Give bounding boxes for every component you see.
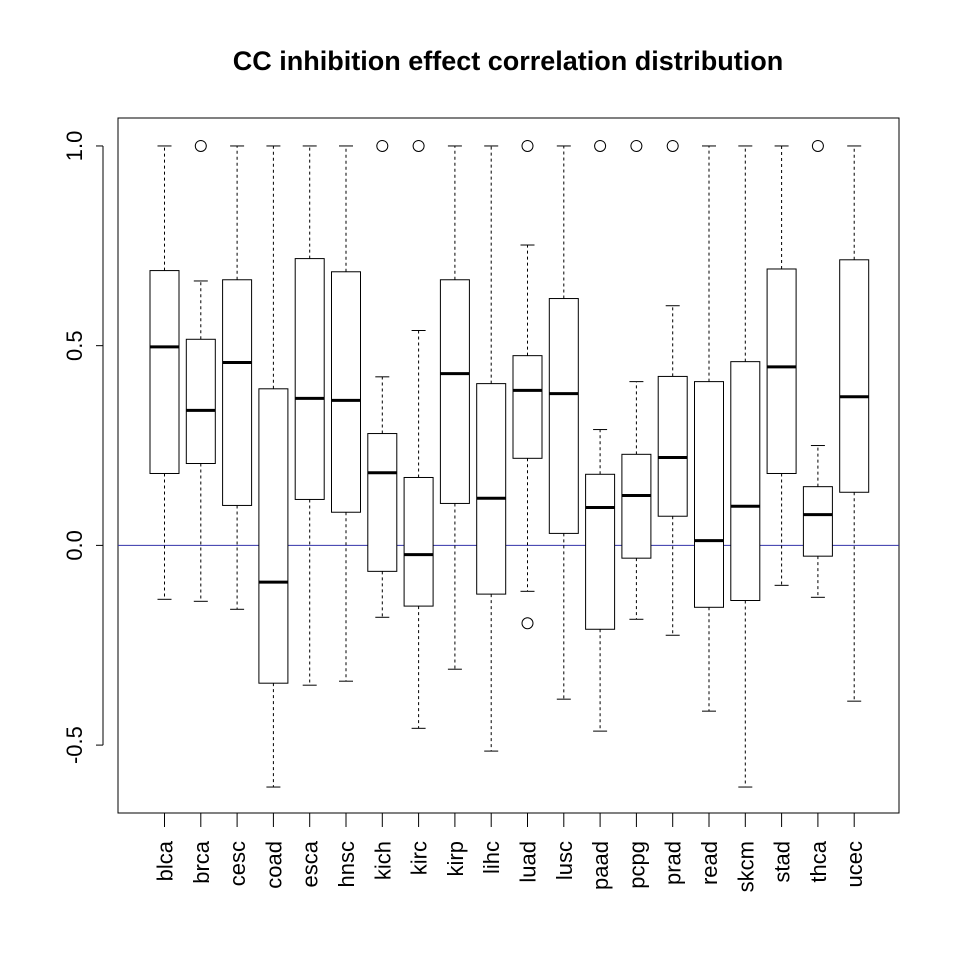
x-tick-label: read bbox=[697, 841, 722, 885]
box-iqr bbox=[331, 271, 361, 513]
x-tick-label: kich bbox=[370, 841, 395, 880]
box-iqr bbox=[149, 270, 180, 474]
box-cesc bbox=[222, 145, 253, 610]
box-blca bbox=[149, 145, 180, 600]
boxes-layer bbox=[149, 139, 870, 788]
box-iqr bbox=[766, 268, 797, 474]
box-pcpg bbox=[621, 139, 652, 620]
outlier-point bbox=[412, 139, 425, 152]
box-iqr bbox=[621, 453, 652, 559]
x-tick-label: kirc bbox=[407, 841, 432, 875]
box-iqr bbox=[185, 338, 216, 465]
box-read bbox=[694, 145, 724, 712]
x-tick-label: luad bbox=[516, 841, 541, 883]
x-tick-label: hnsc bbox=[334, 841, 359, 887]
box-coad bbox=[258, 145, 289, 788]
outlier-point bbox=[194, 139, 207, 152]
box-brca bbox=[185, 139, 216, 602]
x-tick-label: skcm bbox=[733, 841, 758, 892]
x-tick-label: ucec bbox=[842, 841, 867, 887]
outlier-point bbox=[521, 139, 534, 152]
box-skcm bbox=[730, 145, 761, 788]
box-iqr bbox=[512, 355, 543, 459]
x-axis: blca brca cesc coad esca hnsc kich kirc kirp lihc… bbox=[153, 812, 867, 892]
y-tick-label: 0.0 bbox=[62, 530, 87, 561]
box-lihc bbox=[476, 145, 507, 752]
box-kirp bbox=[439, 145, 470, 670]
box-iqr bbox=[657, 375, 688, 517]
box-luad bbox=[512, 139, 543, 630]
y-tick-label: 1.0 bbox=[62, 131, 87, 162]
box-iqr bbox=[802, 486, 833, 557]
box-hnsc bbox=[331, 145, 361, 682]
box-iqr bbox=[585, 473, 616, 630]
x-tick-label: lihc bbox=[479, 841, 504, 874]
box-iqr bbox=[548, 298, 579, 534]
box-lusc bbox=[548, 145, 579, 700]
box-iqr bbox=[222, 279, 253, 506]
y-tick-label: 0.5 bbox=[62, 330, 87, 361]
box-iqr bbox=[258, 388, 289, 684]
outlier-point bbox=[630, 139, 643, 152]
box-iqr bbox=[403, 476, 434, 607]
x-tick-label: lusc bbox=[552, 841, 577, 880]
outlier-point bbox=[666, 139, 679, 152]
x-tick-label: coad bbox=[261, 841, 286, 889]
box-iqr bbox=[294, 258, 325, 500]
box-iqr bbox=[839, 259, 870, 493]
outlier-point bbox=[594, 139, 607, 152]
x-tick-label: kirp bbox=[443, 841, 468, 876]
box-kirc bbox=[403, 139, 434, 729]
box-paad bbox=[585, 139, 616, 732]
box-iqr bbox=[439, 279, 470, 504]
box-iqr bbox=[367, 433, 398, 572]
x-tick-label: paad bbox=[588, 841, 613, 890]
box-iqr bbox=[694, 381, 724, 608]
x-tick-label: pcpg bbox=[624, 841, 649, 889]
x-tick-label: brca bbox=[189, 840, 214, 884]
outlier-point bbox=[811, 139, 824, 152]
x-tick-label: cesc bbox=[225, 841, 250, 886]
box-stad bbox=[766, 145, 797, 586]
x-tick-label: prad bbox=[661, 841, 686, 885]
outlier-point bbox=[376, 139, 389, 152]
box-thca bbox=[802, 139, 833, 598]
box-esca bbox=[294, 145, 325, 686]
x-tick-label: stad bbox=[770, 841, 795, 883]
box-kich bbox=[367, 139, 398, 618]
box-prad bbox=[657, 139, 688, 636]
y-axis: -0.5 0.0 0.5 1.0 bbox=[62, 131, 104, 764]
outlier-point bbox=[521, 617, 534, 630]
x-tick-label: blca bbox=[153, 840, 178, 881]
chart-title: CC inhibition effect correlation distrib… bbox=[233, 46, 784, 76]
x-tick-label: esca bbox=[298, 840, 323, 887]
box-iqr bbox=[476, 383, 507, 595]
box-iqr bbox=[730, 361, 761, 602]
box-ucec bbox=[839, 145, 870, 702]
x-tick-label: thca bbox=[806, 840, 831, 882]
y-tick-label: -0.5 bbox=[62, 726, 87, 764]
